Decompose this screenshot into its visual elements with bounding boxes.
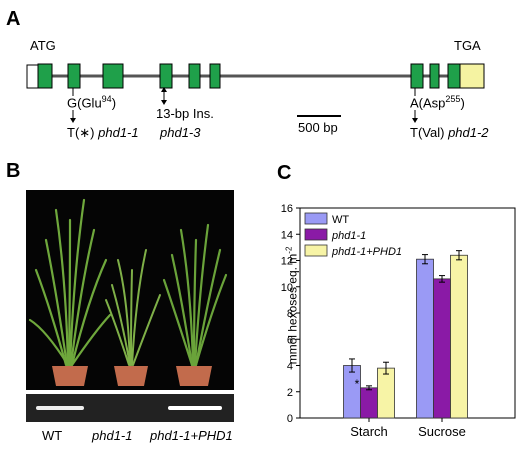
mut1-arrowhead [70, 118, 76, 123]
mut3-arrowhead-down [161, 100, 167, 105]
plant-phd1-1 [105, 249, 161, 366]
mut1-wt-label: G(Glu94) [67, 94, 117, 111]
mut3-arrowhead-up [161, 87, 167, 92]
plant-wt [28, 198, 112, 367]
panel-a-letter: A [6, 8, 21, 30]
plant-photo [26, 190, 234, 390]
mut3-desc: 13-bp Ins. [156, 106, 214, 121]
y-tick-label: 2 [287, 387, 293, 399]
bar-sucrose-1 [433, 278, 451, 419]
legend-swatch-2 [304, 244, 328, 257]
chart-ylabel: mmol hexoses eq. m-2 [284, 246, 300, 365]
exon-5 [188, 63, 201, 89]
exon-3 [102, 63, 124, 89]
legend-label-2: phd1-1+PHD1 [331, 246, 402, 258]
stop-codon-label: TGA [454, 38, 481, 53]
gel-band-complemented [168, 406, 222, 410]
photo-label-phd1-1: phd1-1 [92, 428, 133, 443]
pot-wt [52, 366, 88, 386]
exon-8 [429, 63, 440, 89]
pot-phd1-1 [114, 366, 148, 386]
plant-complemented [162, 223, 228, 367]
gel-band-wt [36, 406, 84, 410]
pot-complemented [176, 366, 212, 386]
panel-b-letter: B [6, 160, 21, 182]
significance-mark: * [355, 377, 360, 391]
photo-label-wt: WT [42, 428, 63, 443]
y-tick-label: 4 [287, 361, 293, 373]
x-tick-label-starch: Starch [350, 424, 388, 439]
photo-label-complemented: phd1-1+PHD1 [150, 428, 233, 443]
exon-7 [410, 63, 424, 89]
y-tick-label: 14 [281, 229, 293, 241]
bar-starch-0 [343, 365, 361, 419]
exon-2 [67, 63, 81, 89]
bar-starch-2 [377, 367, 395, 419]
panel-c-letter: C [277, 162, 292, 184]
legend-label-1: phd1-1 [331, 230, 366, 242]
legend-swatch-1 [304, 228, 328, 241]
mut1-label: T(∗) phd1-1 [67, 125, 139, 140]
y-tick-label: 6 [287, 334, 293, 346]
exon-1 [37, 63, 53, 89]
bar-starch-1 [360, 387, 378, 419]
exon-4 [159, 63, 173, 89]
bar-sucrose-2 [450, 254, 468, 419]
gel-image [26, 394, 234, 422]
legend-swatch-0 [304, 212, 328, 225]
y-tick-label: 10 [281, 282, 293, 294]
y-tick-label: 8 [287, 308, 293, 320]
gene-model [26, 63, 485, 123]
legend-label-0: WT [332, 214, 349, 226]
start-codon-label: ATG [30, 38, 56, 53]
x-tick-label-sucrose: Sucrose [418, 424, 466, 439]
bar-sucrose-0 [416, 258, 434, 419]
y-tick-label: 0 [287, 413, 293, 425]
mut3-allele: phd1-3 [160, 125, 201, 140]
y-tick-label: 16 [281, 203, 293, 215]
mut2-arrowhead [412, 118, 418, 123]
y-tick-label: 12 [281, 256, 293, 268]
scale-bar-label: 500 bp [298, 120, 338, 135]
utr-3 [459, 63, 485, 89]
mut2-wt-label: A(Asp255) [410, 94, 465, 111]
mut2-label: T(Val) phd1-2 [410, 125, 489, 140]
exon-6 [209, 63, 221, 89]
